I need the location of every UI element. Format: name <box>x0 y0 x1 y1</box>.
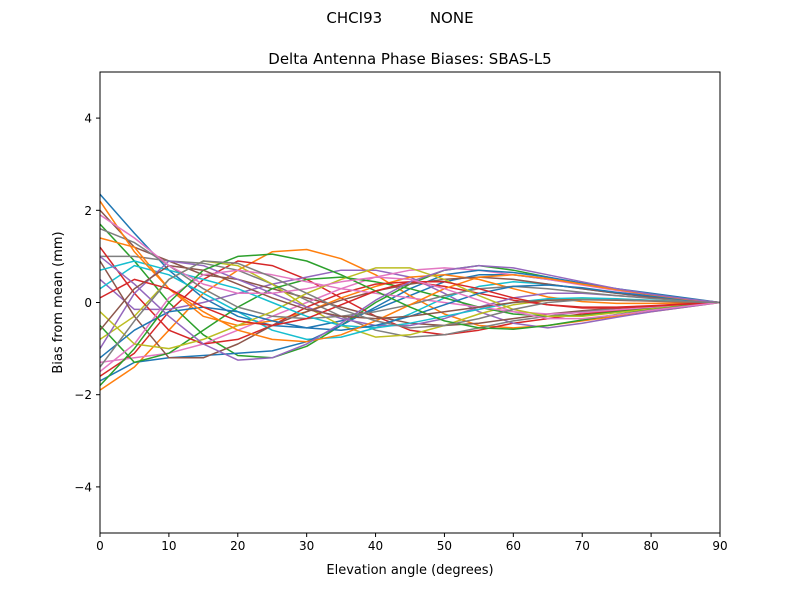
axis-ticks: 0 10 20 30 40 50 60 70 80 90 −4 −2 0 2 4 <box>74 112 727 553</box>
series-line-13 <box>99 276 721 364</box>
y-tick-label: 0 <box>84 296 92 310</box>
series-line-24 <box>99 278 721 327</box>
x-tick-label: 40 <box>368 539 383 553</box>
x-tick-label: 60 <box>506 539 521 553</box>
series-line-23 <box>99 253 721 387</box>
x-tick-label: 50 <box>437 539 452 553</box>
series-line-20 <box>99 260 721 329</box>
x-tick-label: 30 <box>299 539 314 553</box>
series-line-17 <box>99 269 721 373</box>
x-tick-label: 90 <box>712 539 727 553</box>
series-group <box>99 193 721 391</box>
x-tick-label: 80 <box>643 539 658 553</box>
x-tick-label: 0 <box>96 539 104 553</box>
series-line-19 <box>99 267 721 350</box>
x-tick-label: 10 <box>161 539 176 553</box>
y-tick-label: 2 <box>84 204 92 218</box>
series-line-28 <box>99 260 721 368</box>
figure-suptitle: CHCI93 NONE <box>326 9 474 27</box>
x-tick-label: 20 <box>230 539 245 553</box>
plot-frame <box>99 71 721 534</box>
series-line-22 <box>99 200 721 343</box>
series-line-12 <box>99 237 721 327</box>
y-axis-label: Bias from mean (mm) <box>51 231 66 373</box>
x-tick-label: 70 <box>575 539 590 553</box>
y-tick-label: −2 <box>74 388 92 402</box>
series-line-25 <box>99 255 721 361</box>
x-axis-label: Elevation angle (degrees) <box>326 563 493 578</box>
series-line-16 <box>99 260 721 359</box>
y-tick-label: −4 <box>74 480 92 494</box>
chart-title: Delta Antenna Phase Biases: SBAS-L5 <box>268 50 551 68</box>
series-line-27 <box>99 214 721 320</box>
y-tick-label: 4 <box>84 112 92 126</box>
